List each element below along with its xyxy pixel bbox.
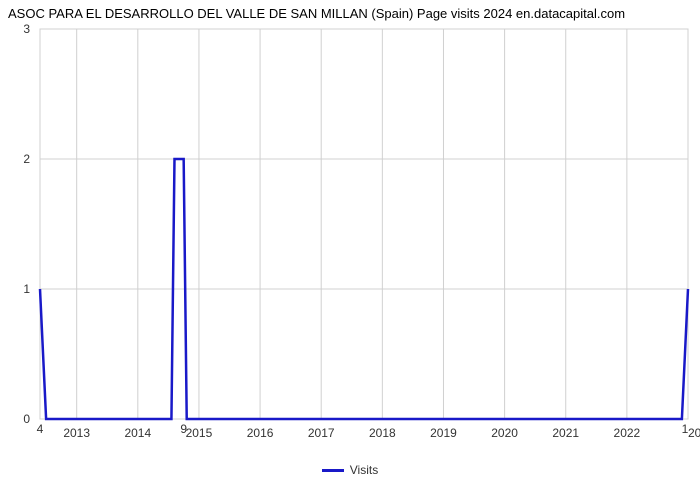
svg-text:2021: 2021 xyxy=(552,426,579,440)
svg-text:2013: 2013 xyxy=(63,426,90,440)
svg-text:4: 4 xyxy=(37,422,44,436)
svg-text:2016: 2016 xyxy=(247,426,274,440)
visits-chart: 0123201320142015201620172018201920202021… xyxy=(0,21,700,481)
page-title: ASOC PARA EL DESARROLLO DEL VALLE DE SAN… xyxy=(0,0,700,21)
svg-text:3: 3 xyxy=(23,22,30,36)
svg-text:2022: 2022 xyxy=(614,426,641,440)
svg-text:0: 0 xyxy=(23,412,30,426)
svg-text:1: 1 xyxy=(23,282,30,296)
svg-text:2018: 2018 xyxy=(369,426,396,440)
svg-text:2017: 2017 xyxy=(308,426,335,440)
svg-text:2019: 2019 xyxy=(430,426,457,440)
svg-text:2015: 2015 xyxy=(186,426,213,440)
legend-label: Visits xyxy=(350,463,378,477)
legend: Visits xyxy=(0,459,700,481)
svg-text:1: 1 xyxy=(682,422,689,436)
svg-text:2020: 2020 xyxy=(491,426,518,440)
legend-swatch xyxy=(322,469,344,472)
svg-text:202: 202 xyxy=(688,426,700,440)
chart-svg: 0123201320142015201620172018201920202021… xyxy=(0,21,700,459)
svg-text:9: 9 xyxy=(180,422,187,436)
svg-text:2014: 2014 xyxy=(124,426,151,440)
svg-text:2: 2 xyxy=(23,152,30,166)
